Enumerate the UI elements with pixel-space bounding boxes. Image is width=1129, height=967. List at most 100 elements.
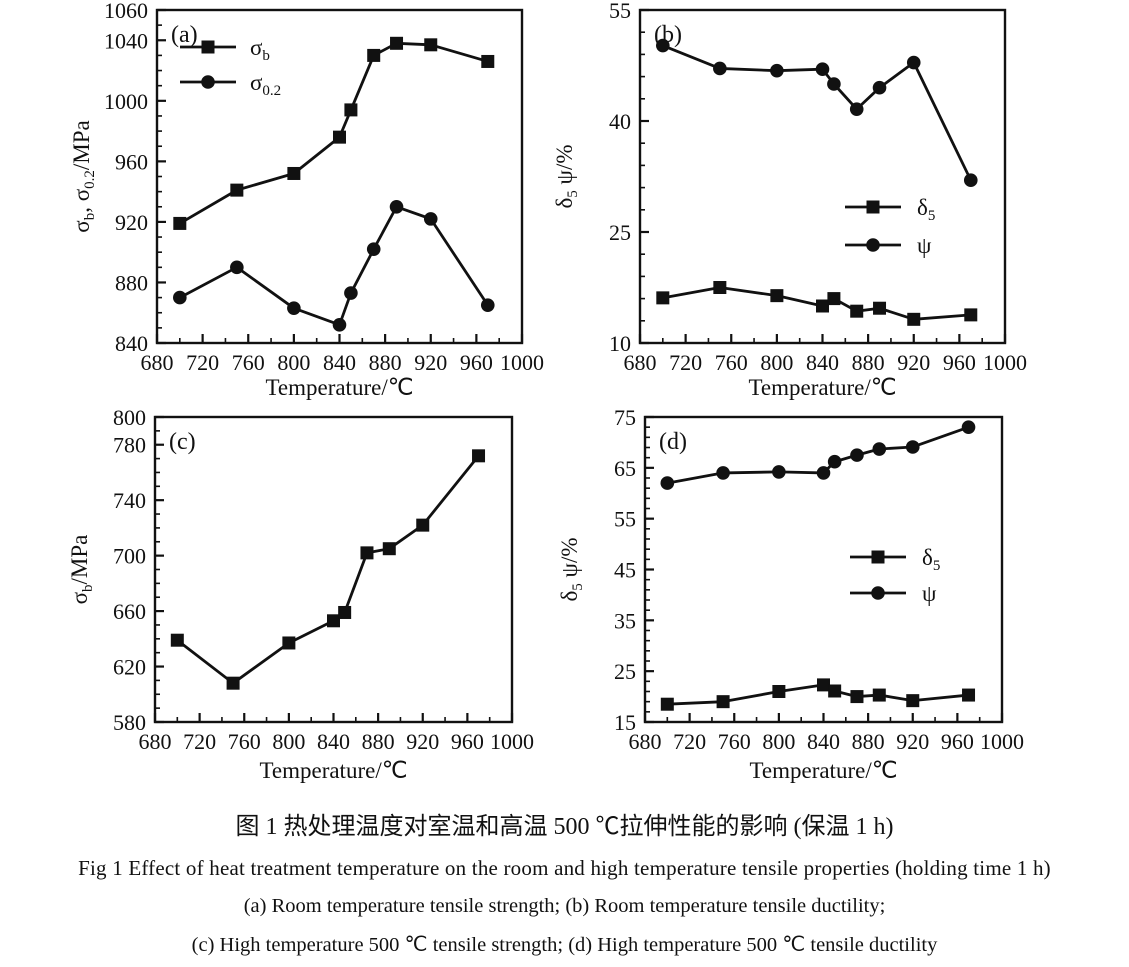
x-tick-label: 800 [762, 729, 795, 754]
x-tick-label: 1000 [490, 729, 534, 754]
y-tick-label: 75 [614, 405, 636, 430]
panel-label-c: (c) [169, 429, 196, 455]
x-tick-label: 1000 [500, 350, 544, 375]
plot-frame-d [643, 415, 1004, 724]
y-tick-label: 780 [113, 433, 146, 458]
y-tick-label: 1040 [104, 28, 148, 53]
x-tick-label: 720 [186, 350, 219, 375]
series-b-1 [656, 38, 978, 187]
y-tick-label: 55 [609, 0, 631, 23]
series-a-1 [173, 199, 495, 332]
x-tick-label: 800 [277, 350, 310, 375]
chart-a: 680 720 760 800 840 880 920 960 1000 840 880 920 960… [69, 0, 544, 400]
plot-frame-a [155, 8, 524, 345]
y-tick-label: 35 [614, 608, 636, 633]
y-tick-label: 10 [609, 331, 631, 356]
series-a-0 [173, 36, 495, 230]
legend-d: δ5 ψ [850, 545, 940, 606]
y-tick-label: 55 [614, 507, 636, 532]
x-axis-title-b: Temperature/℃ [748, 375, 896, 400]
caption-english: Fig 1 Effect of heat treatment temperatu… [78, 856, 1051, 880]
x-axis-title-d: Temperature/℃ [749, 758, 897, 783]
chart-d: 680 720 760 800 840 880 920 960 1000 15 25 35 45 55 65… [557, 405, 1024, 783]
x-tick-label: 760 [715, 350, 748, 375]
legend-label: ψ [917, 233, 932, 258]
x-tick-label: 840 [323, 350, 356, 375]
x-tick-label: 880 [852, 350, 885, 375]
x-tick-label: 960 [460, 350, 493, 375]
x-tick-label: 960 [943, 350, 976, 375]
x-tick-label: 840 [807, 729, 840, 754]
x-tick-label: 920 [897, 350, 930, 375]
legend-label: σb [250, 35, 270, 64]
plot-frame-c [153, 415, 514, 724]
y-tick-label: 840 [115, 331, 148, 356]
legend-label: ψ [922, 581, 937, 606]
x-axis-title-a: Temperature/℃ [265, 375, 413, 400]
x-tick-label: 920 [414, 350, 447, 375]
series-d-1 [660, 420, 976, 490]
series-c-0-line [176, 454, 480, 685]
x-tick-label: 920 [406, 729, 439, 754]
axes-b: 680 720 760 800 840 880 920 960 1000 10 25 40 55 [609, 0, 1027, 375]
x-tick-label: 960 [451, 729, 484, 754]
axes-d: 680 720 760 800 840 880 920 960 1000 15 25 35 45 55 65… [614, 405, 1024, 754]
caption-chinese: 图 1 热处理温度对室温和高温 500 ℃拉伸性能的影响 (保温 1 h) [235, 814, 894, 840]
y-tick-label: 40 [609, 109, 631, 134]
legend-a: σb σ0.2 [180, 35, 281, 99]
y-tick-label: 620 [113, 655, 146, 680]
x-tick-label: 880 [369, 350, 402, 375]
x-tick-label: 720 [673, 729, 706, 754]
axes-c: 680 720 760 800 840 880 920 960 1000 580 620 660 700… [113, 405, 534, 754]
x-tick-label: 680 [139, 729, 172, 754]
legend-b: δ5 ψ [845, 195, 935, 258]
series-c-0 [170, 449, 486, 690]
panel-label-a: (a) [171, 22, 198, 48]
y-tick-label: 740 [113, 488, 146, 513]
y-tick-label: 960 [115, 149, 148, 174]
y-tick-label: 660 [113, 599, 146, 624]
x-tick-label: 840 [317, 729, 350, 754]
x-tick-label: 880 [852, 729, 885, 754]
x-tick-label: 680 [629, 729, 662, 754]
y-tick-label: 45 [614, 558, 636, 583]
x-tick-label: 680 [624, 350, 657, 375]
series-b-0 [656, 281, 978, 326]
y-tick-label: 15 [614, 710, 636, 735]
y-tick-label: 25 [614, 659, 636, 684]
x-tick-label: 800 [272, 729, 305, 754]
legend-label: δ5 [922, 545, 940, 574]
figure-1: 680 720 760 800 840 880 920 960 1000 840 880 920 960… [0, 0, 1129, 783]
x-tick-label: 760 [228, 729, 261, 754]
series-a-1-line [179, 205, 489, 327]
legend-label: δ5 [917, 195, 935, 224]
x-tick-label: 760 [718, 729, 751, 754]
y-tick-label: 880 [115, 270, 148, 295]
y-tick-label: 800 [113, 405, 146, 430]
y-tick-label: 1060 [104, 0, 148, 23]
chart-b: 680 720 760 800 840 880 920 960 1000 10 25 40 55 Temp… [552, 0, 1027, 400]
chart-c: 680 720 760 800 840 880 920 960 1000 580 620 660 700… [67, 405, 534, 783]
x-tick-label: 800 [760, 350, 793, 375]
x-tick-label: 760 [232, 350, 265, 375]
x-tick-label: 720 [669, 350, 702, 375]
caption-subpanel-cd: (c) High temperature 500 ℃ tensile stren… [191, 934, 938, 956]
panel-label-d: (d) [659, 429, 687, 455]
series-d-0 [660, 678, 976, 711]
x-tick-label: 680 [141, 350, 174, 375]
y-tick-label: 700 [113, 544, 146, 569]
x-tick-label: 1000 [983, 350, 1027, 375]
figure-caption: 图 1 热处理温度对室温和高温 500 ℃拉伸性能的影响 (保温 1 h) Fi… [0, 806, 1129, 957]
caption-subpanel-ab: (a) Room temperature tensile strength; (… [243, 895, 886, 917]
x-tick-label: 840 [806, 350, 839, 375]
panel-a-chart: 680 720 760 800 840 880 920 960 1000 840 880 920 960… [0, 0, 545, 400]
x-tick-label: 960 [941, 729, 974, 754]
panel-b-chart: 680 720 760 800 840 880 920 960 1000 10 25 40 55 Temp… [545, 0, 1129, 400]
y-tick-label: 580 [113, 710, 146, 735]
y-tick-label: 1000 [104, 89, 148, 114]
x-tick-label: 880 [362, 729, 395, 754]
y-axis-title-b: δ5 ψ/% [552, 144, 581, 208]
x-tick-label: 1000 [980, 729, 1024, 754]
y-axis-title-c: σb/MPa [67, 535, 96, 605]
axes-a: 680 720 760 800 840 880 920 960 1000 840 880 920 960… [104, 0, 544, 375]
